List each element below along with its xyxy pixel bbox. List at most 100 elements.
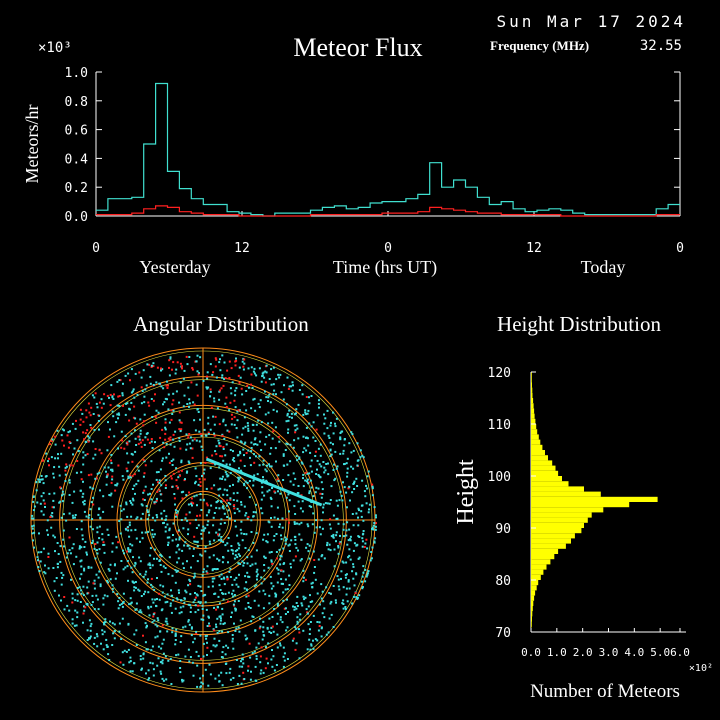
angular-point (290, 566, 292, 569)
angular-point (278, 526, 281, 528)
angular-point (79, 418, 82, 421)
angular-point (175, 551, 178, 554)
angular-point (169, 436, 172, 439)
angular-point (205, 570, 208, 573)
angular-point (247, 549, 250, 552)
angular-point (232, 603, 235, 606)
angular-point (215, 623, 217, 626)
angular-point (65, 465, 68, 468)
angular-point (191, 439, 194, 442)
angular-point (175, 467, 178, 470)
angular-point (153, 502, 156, 505)
angular-point (357, 459, 360, 462)
angular-point (156, 635, 159, 638)
angular-point (366, 475, 369, 478)
angular-point (116, 404, 119, 407)
angular-point (365, 538, 368, 541)
angular-point (131, 453, 134, 456)
angular-point (332, 411, 335, 414)
angular-point (95, 477, 98, 480)
angular-point (366, 572, 369, 575)
angular-point (320, 519, 323, 522)
angular-point (237, 476, 240, 479)
angular-point (77, 450, 80, 452)
angular-point (139, 573, 142, 576)
angular-point (282, 454, 285, 457)
angular-point (316, 459, 319, 462)
angular-point (263, 376, 266, 379)
angular-point (247, 594, 250, 597)
angular-point (205, 608, 208, 611)
angular-point (243, 362, 246, 365)
angular-point (156, 490, 159, 493)
angular-point (229, 387, 232, 390)
angular-point (342, 481, 344, 484)
angular-point (212, 371, 215, 374)
angular-point (329, 518, 332, 521)
angular-point (98, 537, 101, 540)
angular-point (275, 593, 278, 596)
angular-point (111, 584, 114, 587)
angular-point (186, 403, 189, 405)
angular-point (195, 632, 198, 635)
angular-point (236, 436, 239, 439)
angular-point (319, 492, 322, 495)
angular-point (228, 377, 231, 379)
angular-point (344, 576, 347, 579)
angular-point (214, 365, 217, 368)
angular-point (135, 517, 138, 520)
angular-point (285, 420, 288, 423)
height-xtick-label: 3.0 (599, 646, 619, 659)
angular-point (284, 536, 287, 539)
angular-point (279, 644, 282, 647)
angular-point (127, 477, 130, 480)
angular-point (54, 550, 56, 553)
angular-point (103, 621, 105, 624)
angular-point (250, 447, 253, 449)
angular-point (221, 651, 224, 654)
angular-point (236, 507, 239, 510)
angular-point (207, 585, 210, 588)
angular-point (161, 368, 164, 371)
angular-point (231, 640, 234, 643)
angular-point (267, 400, 269, 402)
angular-point (164, 397, 167, 400)
angular-point (307, 396, 310, 399)
angular-point (203, 428, 206, 431)
angular-point (252, 484, 255, 487)
angular-point (102, 402, 105, 405)
angular-point (82, 420, 85, 423)
angular-point (337, 578, 340, 581)
angular-point (82, 431, 85, 434)
angular-point (345, 506, 348, 509)
angular-point (301, 510, 304, 513)
angular-point (60, 452, 63, 455)
angular-point (168, 536, 171, 539)
angular-point (91, 601, 94, 604)
angular-point (200, 509, 203, 511)
angular-point (252, 511, 255, 514)
angular-point (39, 560, 42, 563)
angular-point (230, 392, 233, 395)
angular-point (140, 445, 143, 448)
angular-point (131, 670, 134, 673)
angular-point (230, 423, 233, 426)
height-bar (531, 564, 547, 570)
angular-point (192, 555, 195, 557)
angular-point (121, 602, 124, 604)
angular-point (178, 538, 181, 541)
angular-point (143, 460, 146, 463)
angular-point (200, 537, 203, 540)
angular-point (237, 480, 240, 483)
angular-point (102, 597, 105, 600)
angular-point (245, 638, 248, 641)
angular-point (271, 649, 273, 651)
angular-point (264, 443, 267, 446)
angular-point (76, 587, 79, 589)
angular-point (215, 608, 218, 611)
angular-point (82, 492, 85, 495)
angular-point (131, 474, 134, 477)
angular-point (147, 510, 150, 513)
angular-point (88, 619, 91, 622)
angular-point (271, 563, 274, 565)
